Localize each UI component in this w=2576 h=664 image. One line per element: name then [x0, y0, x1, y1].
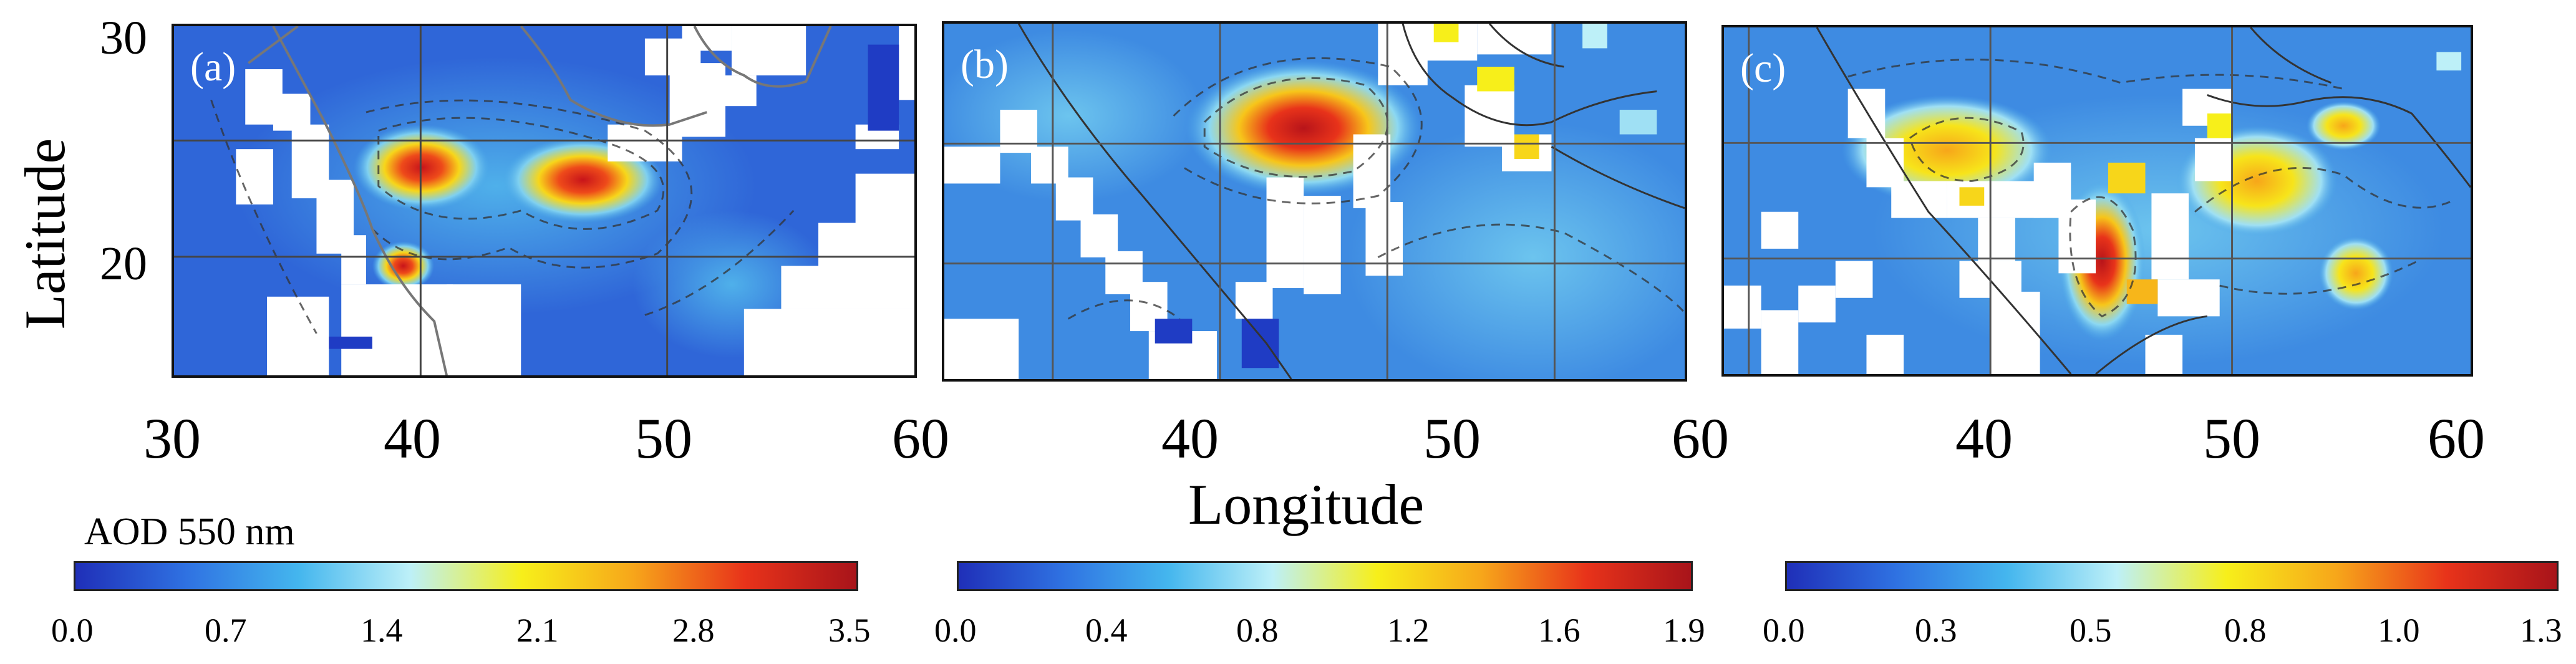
colorbar-title: AOD 550 nm — [84, 511, 295, 553]
y-axis-title: Latitude — [13, 138, 77, 330]
x-tick-a-60: 60 — [892, 407, 949, 470]
colorbar-a — [74, 561, 858, 591]
cb-c-tick-5: 1.3 — [2520, 612, 2562, 649]
cb-b-tick-1: 0.4 — [1085, 612, 1128, 649]
x-tick-a-30: 30 — [143, 407, 201, 470]
cb-a-tick-0: 0.0 — [51, 612, 94, 649]
cb-c-tick-3: 0.8 — [2224, 612, 2267, 649]
colorbar-b — [957, 561, 1693, 591]
cb-c-tick-0: 0.0 — [1763, 612, 1805, 649]
cb-a-tick-3: 2.1 — [516, 612, 559, 649]
cb-a-tick-5: 3.5 — [828, 612, 871, 649]
y-tick-30: 30 — [100, 12, 147, 64]
panel-label-c: (c) — [1740, 46, 1786, 91]
cb-a-tick-4: 2.8 — [672, 612, 715, 649]
x-tick-b-60: 60 — [1672, 407, 1729, 470]
map-panel-b: (b) — [942, 21, 1687, 382]
x-tick-c-60: 60 — [2428, 407, 2485, 470]
cb-c-tick-2: 0.5 — [2070, 612, 2112, 649]
aod-map-a — [174, 26, 914, 375]
x-tick-c-50: 50 — [2203, 407, 2260, 470]
cb-b-tick-3: 1.2 — [1387, 612, 1430, 649]
x-tick-a-50: 50 — [635, 407, 692, 470]
panel-label-b: (b) — [961, 42, 1009, 87]
x-tick-b-40: 40 — [1161, 407, 1219, 470]
cb-b-tick-0: 0.0 — [934, 612, 977, 649]
cb-b-tick-4: 1.6 — [1538, 612, 1581, 649]
aod-map-b — [944, 24, 1685, 379]
x-tick-c-40: 40 — [1955, 407, 2013, 470]
aod-map-c — [1724, 27, 2471, 374]
cb-c-tick-1: 0.3 — [1915, 612, 1957, 649]
cb-a-tick-1: 0.7 — [205, 612, 247, 649]
colorbar-c — [1785, 561, 2559, 591]
cb-c-tick-4: 1.0 — [2378, 612, 2420, 649]
panel-label-a: (a) — [190, 44, 236, 90]
cb-a-tick-2: 1.4 — [361, 612, 403, 649]
cb-b-tick-5: 1.9 — [1663, 612, 1705, 649]
map-panel-a: (a) — [172, 24, 917, 378]
x-tick-a-40: 40 — [384, 407, 441, 470]
cb-b-tick-2: 0.8 — [1236, 612, 1279, 649]
y-tick-20: 20 — [100, 238, 147, 290]
x-tick-b-50: 50 — [1423, 407, 1481, 470]
x-axis-title: Longitude — [1188, 473, 1425, 536]
map-panel-c: (c) — [1721, 25, 2473, 377]
